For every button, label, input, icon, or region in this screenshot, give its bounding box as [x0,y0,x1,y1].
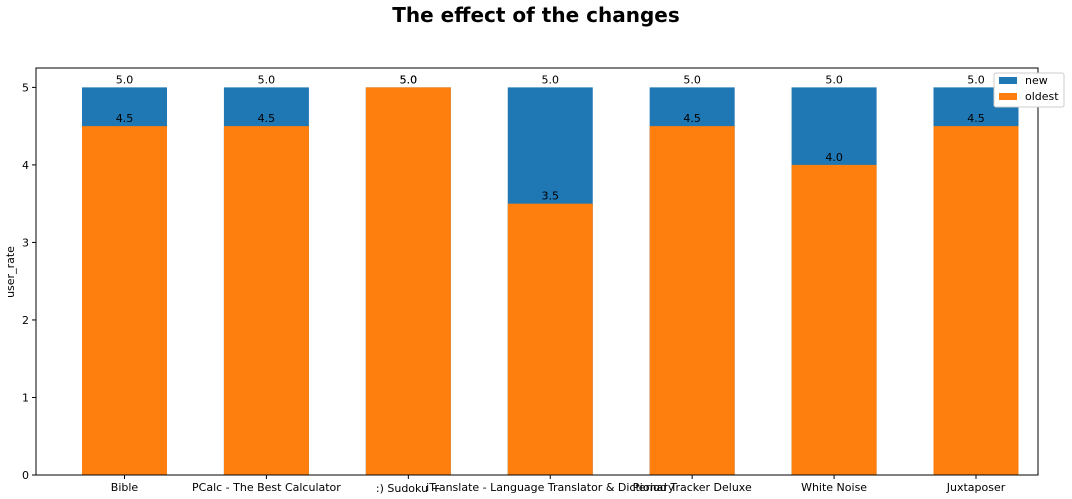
bar-label-oldest-1: 4.5 [258,112,276,125]
y-axis: 0 1 2 3 4 5 [22,81,36,482]
y-tick-label-0: 0 [22,469,29,482]
bar-label-new-6: 5.0 [967,73,985,86]
x-tick-label-6: Juxtaposer [946,481,1006,494]
legend-swatch-new [999,77,1017,84]
bar-oldest-6 [933,126,1019,476]
x-tick-label-5: White Noise [801,481,867,494]
x-tick-label-0: Bible [111,481,139,494]
legend: new oldest [993,72,1065,108]
plot-frame [35,67,1039,476]
bar-label-oldest-0: 4.5 [116,112,134,125]
bar-oldest-4 [649,126,735,476]
y-tick-label-2: 2 [22,314,29,327]
bar-oldest-2 [365,87,451,475]
x-tick-label-3: iTranslate - Language Translator & Dicti… [426,481,675,494]
bar-label-new-3: 5.0 [542,73,560,86]
y-tick-label-3: 3 [22,236,29,249]
bar-oldest-0 [82,126,167,476]
bar-label-oldest-4: 4.5 [683,112,701,125]
bars-group [82,87,1019,476]
x-tick-label-1: PCalc - The Best Calculator [192,481,341,494]
bar-oldest-3 [507,203,593,475]
legend-label-new: new [1025,74,1048,87]
bar-label-oldest-3: 3.5 [542,190,560,203]
chart-title: The effect of the changes [392,3,679,27]
bar-label-new-5: 5.0 [825,73,843,86]
x-tick-label-4: Period Tracker Deluxe [633,481,752,494]
bar-oldest-1 [223,126,309,476]
bar-label-oldest-6: 4.5 [967,112,985,125]
bar-labels-group: 5.0 5.0 5.0 5.0 5.0 5.0 5.04.5 4.55.03.54.54.04… [116,73,985,202]
x-axis: Bible PCalc - The Best Calculator :) Sudok… [111,475,1006,495]
bar-label-new-4: 5.0 [683,73,701,86]
bar-label-new-1: 5.0 [258,73,276,86]
y-tick-label-4: 4 [22,159,29,172]
bar-oldest-5 [791,164,877,475]
legend-swatch-oldest [999,93,1017,100]
legend-label-oldest: oldest [1025,90,1059,103]
y-axis-label: user_rate [4,246,17,298]
x-tick-label-2: :) Sudoku + [376,482,441,495]
bar-label-oldest-2: 5.0 [400,73,418,86]
y-tick-label-5: 5 [22,81,29,94]
bar-label-oldest-5: 4.0 [825,151,843,164]
bar-label-new-0: 5.0 [116,73,134,86]
bar-label-new-2: 5.0 [400,73,418,86]
y-tick-label-1: 1 [22,391,29,404]
